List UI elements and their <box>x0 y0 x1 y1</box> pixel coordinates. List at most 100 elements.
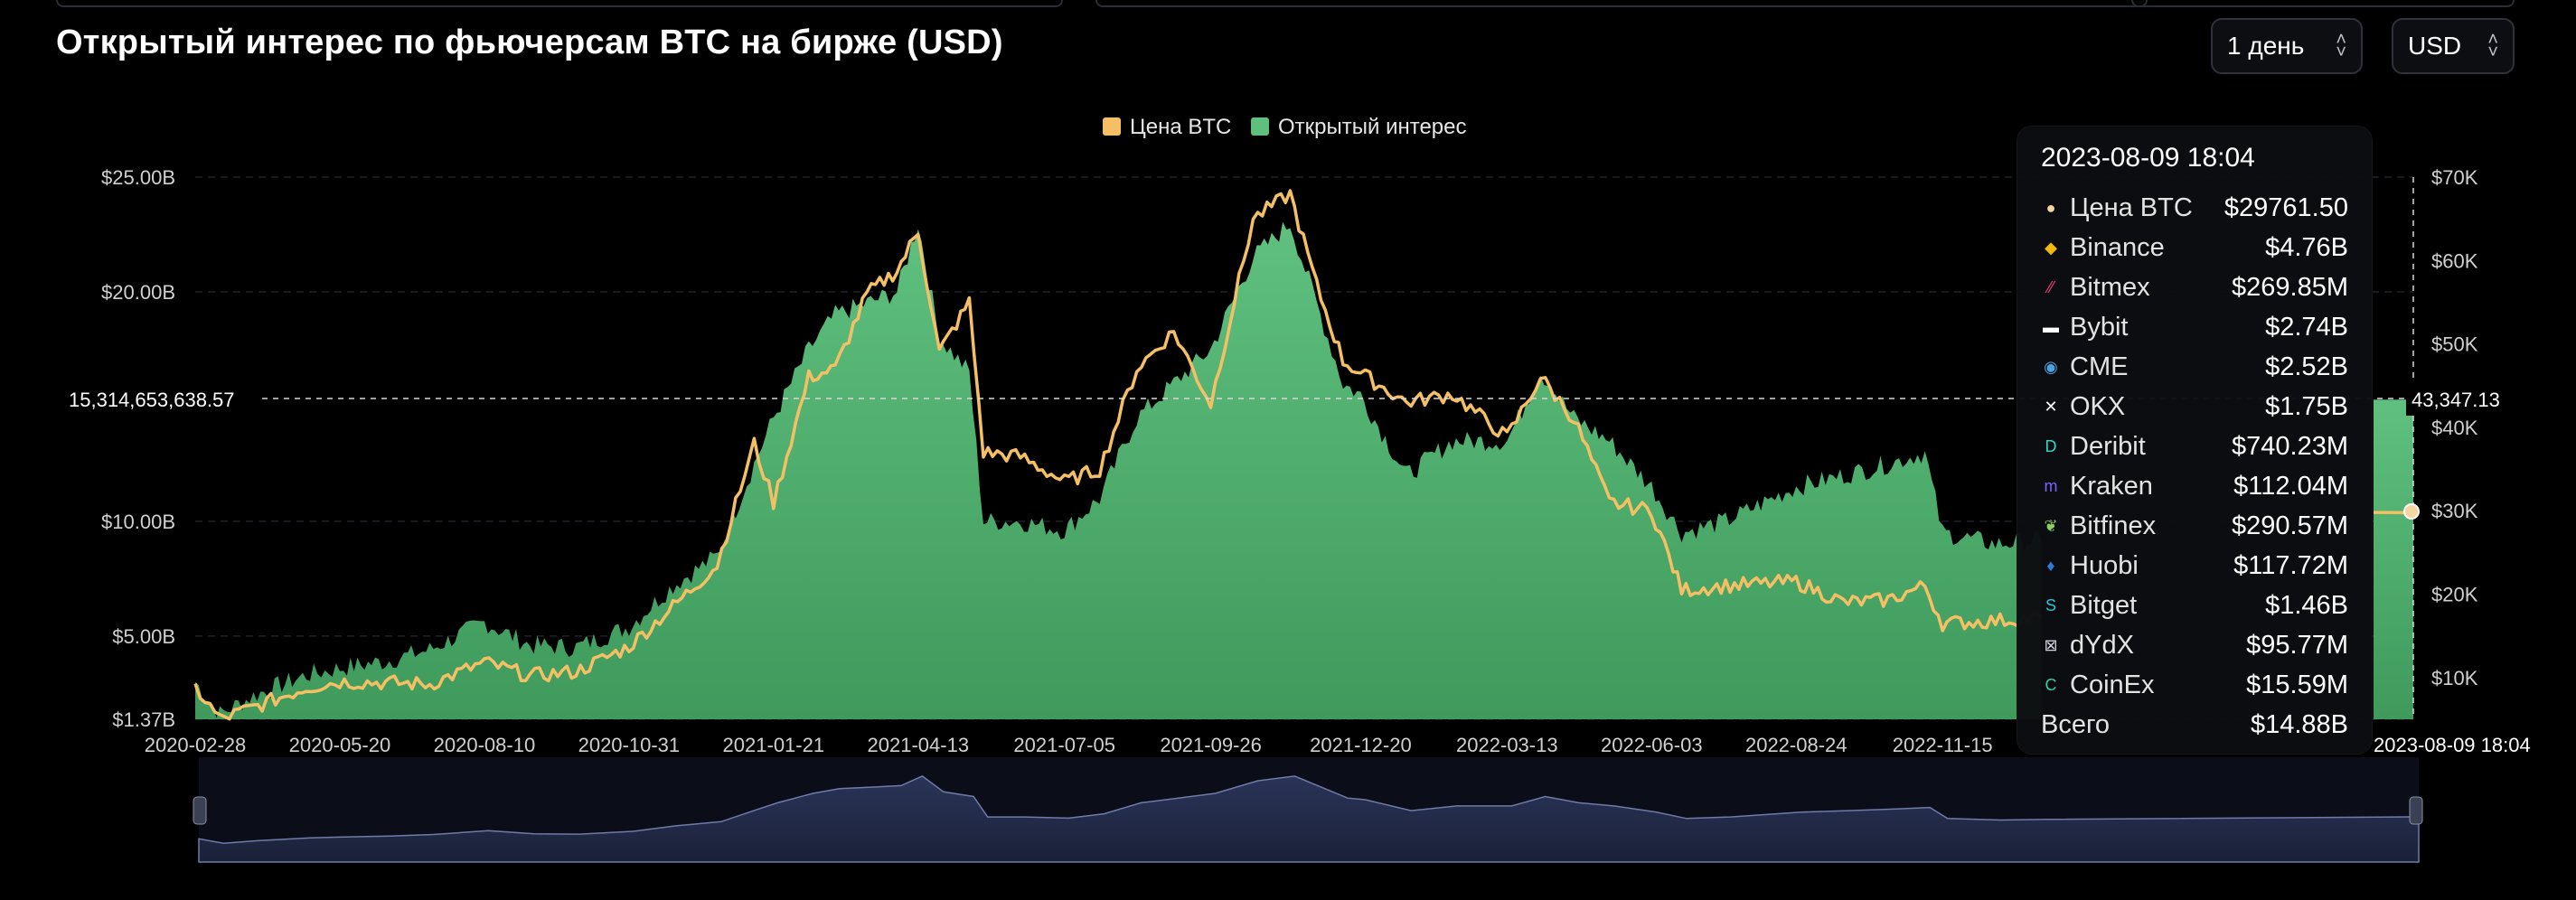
series-area-open-interest-tail <box>2374 399 2413 719</box>
range-navigator[interactable] <box>193 757 2423 863</box>
bitmex-icon: ⁄⁄ <box>2047 277 2054 296</box>
x-tick-label: 2022-03-13 <box>1456 734 1558 756</box>
crosshair: 15,314,653,638.57 43,347.13 2023-08-09 1… <box>60 177 2531 761</box>
tooltip-row-value: $95.77M <box>2246 630 2348 660</box>
navigator-series <box>198 775 2420 863</box>
currency-select-value: USD <box>2408 32 2462 60</box>
bitget-icon: S <box>2045 595 2056 614</box>
y-left-tick-label: $5.00B <box>112 625 175 648</box>
dydx-icon: ⊠ <box>2044 635 2058 654</box>
btc-price-dot-icon: ● <box>2045 198 2056 217</box>
tooltip-row-label: Bitget <box>2070 590 2138 620</box>
tooltip-row-label: Bybit <box>2070 312 2129 342</box>
navigator-handle-left[interactable] <box>193 796 207 825</box>
y-axis-right: $10K $20K $30K $40K $50K $60K $70K <box>2431 166 2478 689</box>
x-tick-label: 2021-09-26 <box>1160 734 1262 756</box>
legend-label-open-interest[interactable]: Открытый интерес <box>1278 115 1467 139</box>
tooltip-row: ✕ OKX $1.75B <box>2041 387 2348 427</box>
huobi-icon: ♦ <box>2046 556 2055 575</box>
tooltip-row: ◆ Binance $4.76B <box>2041 228 2348 267</box>
y-left-tick-label: $25.00B <box>101 166 175 189</box>
currency-select[interactable]: USD ˄ ˅ <box>2392 18 2515 74</box>
tooltip-row-value: $2.74B <box>2265 312 2348 342</box>
chevron-updown-icon: ˄ ˅ <box>2487 30 2498 62</box>
tooltip-row-label: Deribit <box>2070 431 2146 461</box>
tooltip-row-label: CoinEx <box>2070 670 2155 699</box>
x-tick-label: 2020-05-20 <box>289 734 391 756</box>
tooltip-row-label: OKX <box>2070 391 2126 421</box>
crosshair-x-label: 2023-08-09 18:04 <box>2374 734 2531 756</box>
x-tick-label: 2020-02-28 <box>145 734 247 756</box>
bitfinex-icon: ❦ <box>2044 516 2058 535</box>
crosshair-left-label: 15,314,653,638.57 <box>69 389 235 411</box>
binance-icon: ◆ <box>2045 238 2057 257</box>
y-right-tick-label: $70K <box>2431 166 2478 189</box>
bybit-icon: ▬ <box>2043 317 2059 336</box>
y-right-tick-label: $60K <box>2431 249 2478 272</box>
series-line-btc-price <box>193 189 2043 721</box>
data-tooltip: 2023-08-09 18:04 ● Цена BTC $29761.50 ◆ Bina… <box>2017 127 2372 754</box>
tooltip-row-label: Bitfinex <box>2070 511 2157 540</box>
y-right-tick-label: $40K <box>2431 417 2478 439</box>
tooltip-row-label: Всего <box>2041 709 2111 739</box>
x-tick-label: 2021-07-05 <box>1013 734 1115 756</box>
interval-select-value: 1 день <box>2227 32 2305 60</box>
tooltip-row-value: $740.23M <box>2232 431 2348 461</box>
tooltip-row-label: Цена BTC <box>2070 192 2193 222</box>
page-title: Открытый интерес по фьючерсам BTC на бир… <box>56 23 1003 61</box>
tooltip-row-value: $14.88B <box>2250 709 2348 739</box>
tooltip-row-value: $2.52B <box>2265 352 2348 381</box>
tooltip-row-value: $290.57M <box>2232 511 2348 540</box>
tooltip-row-value: $4.76B <box>2265 232 2348 262</box>
okx-icon: ✕ <box>2044 397 2058 416</box>
tooltip-timestamp: 2023-08-09 18:04 <box>2041 143 2255 173</box>
tooltip-row: D Deribit $740.23M <box>2041 427 2349 466</box>
y-axis-left: $1.37B $5.00B $10.00B $20.00B $25.00B <box>101 166 175 731</box>
tooltip-row-value: $112.04M <box>2233 471 2348 501</box>
y-right-tick-label: $20K <box>2431 584 2478 606</box>
tooltip-row: ❦ Bitfinex $290.57M <box>2041 506 2348 546</box>
tooltip-row-label: Binance <box>2070 232 2165 262</box>
tooltip-row-value: $1.46B <box>2265 590 2348 620</box>
navigator-handle-right[interactable] <box>2409 796 2423 825</box>
tooltip-row: Всего $14.88B <box>2041 705 2348 745</box>
interval-select[interactable]: 1 день ˄ ˅ <box>2211 18 2363 74</box>
y-left-tick-label: $1.37B <box>112 708 175 731</box>
legend-label-btc-price[interactable]: Цена BTC <box>1130 115 1231 139</box>
plot-area[interactable] <box>193 189 2413 721</box>
tooltip-row: S Bitget $1.46B <box>2041 586 2348 625</box>
x-tick-label: 2020-08-10 <box>434 734 536 756</box>
tooltip-row: ◉ CME $2.52B <box>2041 347 2348 387</box>
tooltip-row-label: Bitmex <box>2070 272 2150 302</box>
x-tick-label: 2022-11-15 <box>1893 734 1993 756</box>
tooltip-row: C CoinEx $15.59M <box>2041 665 2349 705</box>
cme-icon: ◉ <box>2044 357 2058 376</box>
tooltip-row-value: $29761.50 <box>2223 192 2348 222</box>
tooltip-row: ● Цена BTC $29761.50 <box>2041 188 2348 228</box>
legend: Цена BTC Открытый интерес <box>1103 115 1467 139</box>
tooltip-row: ▬ Bybit $2.74B <box>2041 307 2348 347</box>
deribit-icon: D <box>2045 436 2057 455</box>
tooltip-row: ♦ Huobi $117.72M <box>2041 546 2348 586</box>
y-left-tick-label: $10.00B <box>101 511 175 533</box>
x-tick-label: 2021-12-20 <box>1310 734 1412 756</box>
tooltip-row-label: CME <box>2070 352 2129 381</box>
chevron-updown-icon: ˄ ˅ <box>2336 30 2346 62</box>
x-tick-label: 2022-08-24 <box>1745 734 1847 756</box>
x-axis: 2020-02-28 2020-05-20 2020-08-10 2020-10-31… <box>145 734 1993 756</box>
x-tick-label: 2022-06-03 <box>1601 734 1703 756</box>
crosshair-price-marker <box>2403 503 2420 520</box>
y-right-tick-label: $30K <box>2431 500 2478 522</box>
tooltip-row-value: $269.85M <box>2232 272 2348 302</box>
tooltip-row-value: $15.59M <box>2246 670 2348 699</box>
x-tick-label: 2021-04-13 <box>868 734 970 756</box>
y-left-tick-label: $20.00B <box>101 281 175 304</box>
y-right-tick-label: $10K <box>2431 667 2478 689</box>
tooltip-row-label: dYdX <box>2070 630 2134 660</box>
legend-swatch-open-interest[interactable] <box>1251 117 1269 136</box>
tooltip-row-label: Kraken <box>2070 471 2153 501</box>
legend-swatch-btc-price[interactable] <box>1103 117 1121 136</box>
tooltip-row: ⁄⁄ Bitmex $269.85M <box>2041 267 2348 307</box>
series-area-open-interest <box>195 221 2042 719</box>
